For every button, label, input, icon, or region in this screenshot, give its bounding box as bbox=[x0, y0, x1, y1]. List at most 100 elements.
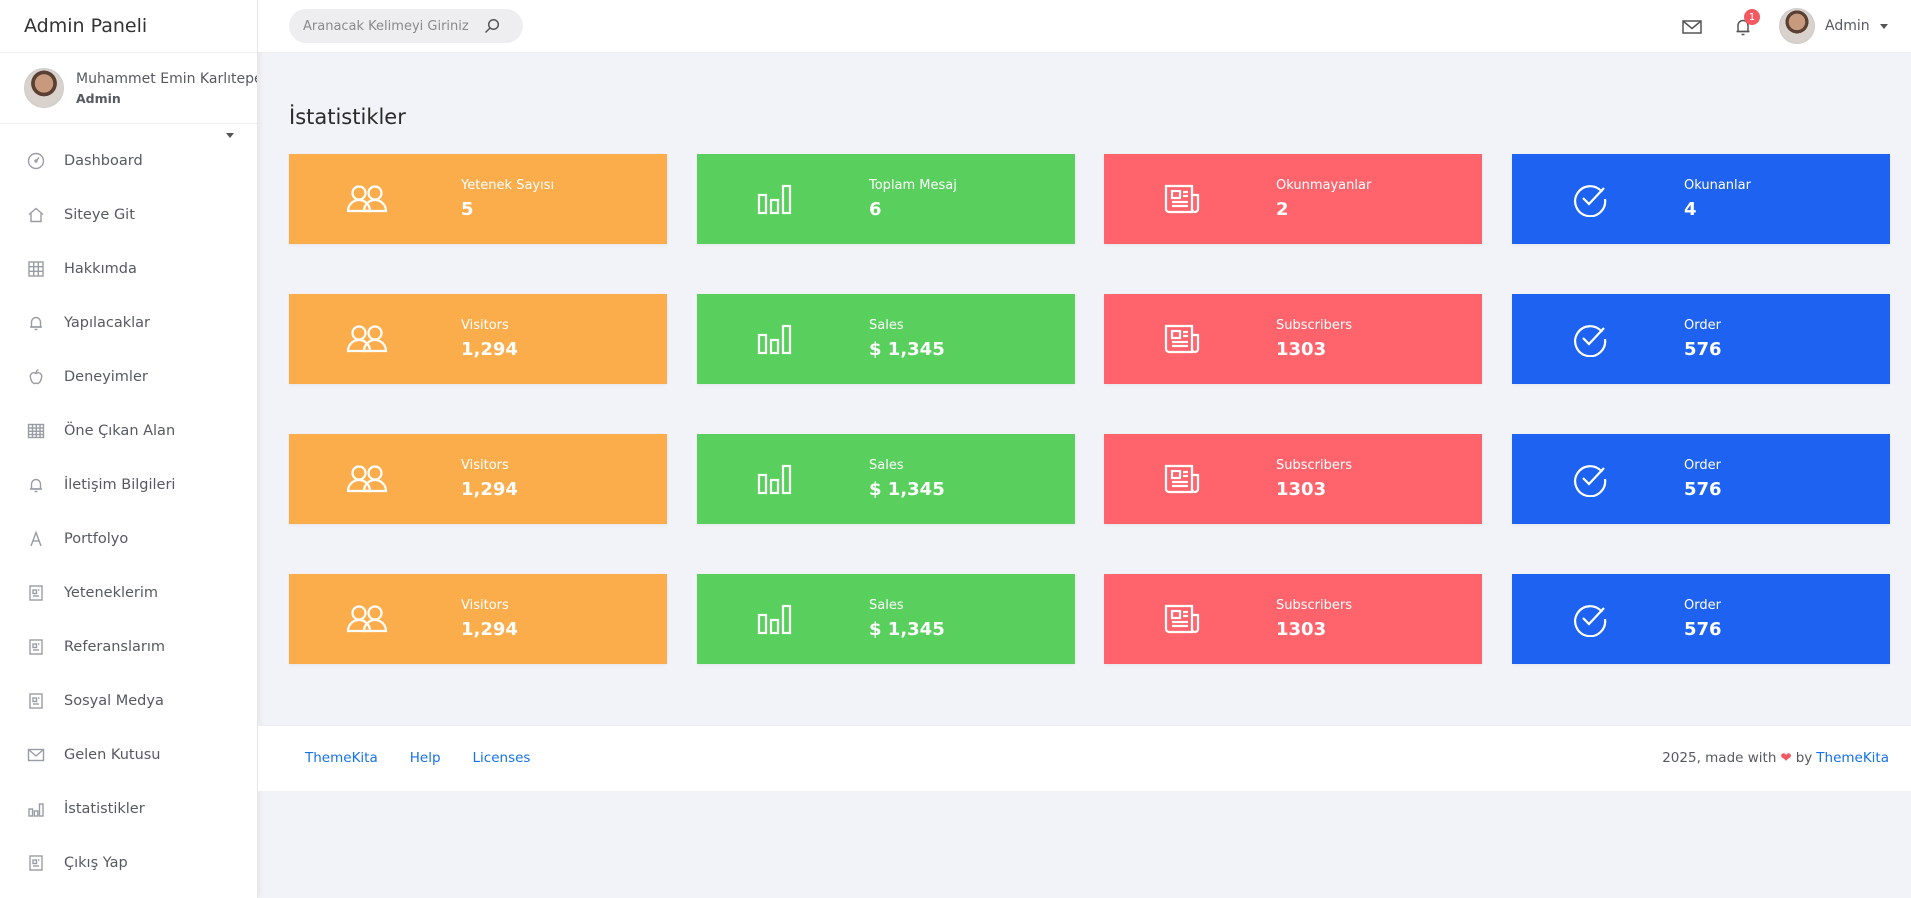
notification-badge: 1 bbox=[1744, 9, 1760, 25]
stat-value: 6 bbox=[869, 199, 882, 220]
stat-label: Yetenek Sayısı bbox=[461, 178, 555, 193]
stat-card: Visitors 1,294 bbox=[289, 574, 667, 664]
user-menu[interactable]: Admin bbox=[1779, 8, 1888, 44]
stat-label: Order bbox=[1684, 598, 1721, 613]
stat-label: Sales bbox=[869, 458, 904, 473]
stat-value: 1,294 bbox=[461, 619, 518, 640]
heart-icon: ❤ bbox=[1780, 750, 1792, 766]
sidebar-item-istatistikler[interactable]: İstatistikler bbox=[0, 782, 257, 836]
bar-chart-icon bbox=[754, 179, 796, 219]
document-icon bbox=[27, 638, 45, 656]
stat-label: Subscribers bbox=[1276, 318, 1352, 333]
stat-card: Visitors 1,294 bbox=[289, 434, 667, 524]
sidebar-item-one-cikan-alan[interactable]: Öne Çıkan Alan bbox=[0, 404, 257, 458]
bar-chart-icon bbox=[27, 800, 45, 818]
sidebar-item-label: Dashboard bbox=[64, 153, 143, 169]
sidebar-item-iletisim-bilgileri[interactable]: İletişim Bilgileri bbox=[0, 458, 257, 512]
footer-link-help[interactable]: Help bbox=[409, 750, 441, 766]
stat-label: Sales bbox=[869, 318, 904, 333]
stat-value: 1303 bbox=[1276, 339, 1327, 360]
speedometer-icon bbox=[27, 152, 45, 170]
brand-title[interactable]: Admin Paneli bbox=[0, 0, 257, 53]
sidebar-item-label: Çıkış Yap bbox=[64, 855, 128, 871]
stat-value: 1,294 bbox=[461, 479, 518, 500]
bar-chart-icon bbox=[754, 459, 796, 499]
sidebar-item-label: Yapılacaklar bbox=[64, 315, 151, 331]
page-title: İstatistikler bbox=[289, 105, 406, 129]
stat-card: Order 576 bbox=[1512, 574, 1890, 664]
envelope-icon bbox=[27, 746, 45, 764]
sidebar-item-yeteneklerim[interactable]: Yeteneklerim bbox=[0, 566, 257, 620]
sidebar-item-siteye-git[interactable]: Siteye Git bbox=[0, 188, 257, 242]
sidebar-item-label: Gelen Kutusu bbox=[64, 747, 161, 763]
users-icon bbox=[346, 599, 388, 639]
check-circle-icon bbox=[1569, 599, 1611, 639]
newspaper-icon bbox=[1161, 319, 1203, 359]
notification-bell[interactable]: 1 bbox=[1732, 9, 1760, 38]
sidebar-user-role: Admin bbox=[76, 90, 121, 106]
footer-copy-link[interactable]: ThemeKita bbox=[1816, 750, 1889, 766]
stat-label: Toplam Mesaj bbox=[869, 178, 957, 193]
sidebar-item-dashboard[interactable]: Dashboard bbox=[0, 134, 257, 188]
stat-label: Subscribers bbox=[1276, 598, 1352, 613]
sidebar-item-label: Yeteneklerim bbox=[64, 585, 159, 601]
sidebar-item-deneyimler[interactable]: Deneyimler bbox=[0, 350, 257, 404]
stat-card: Sales $ 1,345 bbox=[697, 434, 1075, 524]
sidebar-item-sosyal-medya[interactable]: Sosyal Medya bbox=[0, 674, 257, 728]
newspaper-icon bbox=[1161, 179, 1203, 219]
stat-card: Subscribers 1303 bbox=[1104, 574, 1482, 664]
footer-copy-by: by bbox=[1795, 750, 1813, 766]
users-icon bbox=[346, 319, 388, 359]
sidebar-item-yapilacaklar[interactable]: Yapılacaklar bbox=[0, 296, 257, 350]
search-input[interactable] bbox=[289, 18, 479, 34]
sidebar-item-gelen-kutusu[interactable]: Gelen Kutusu bbox=[0, 728, 257, 782]
stat-value: 576 bbox=[1684, 479, 1722, 500]
sidebar-item-hakkimda[interactable]: Hakkımda bbox=[0, 242, 257, 296]
stat-label: Okunanlar bbox=[1684, 178, 1751, 193]
newspaper-icon bbox=[1161, 599, 1203, 639]
chevron-down-icon bbox=[1879, 23, 1888, 29]
sidebar-item-referanslarim[interactable]: Referanslarım bbox=[0, 620, 257, 674]
stat-value: $ 1,345 bbox=[869, 619, 945, 640]
bell-icon bbox=[27, 314, 45, 332]
search-icon[interactable] bbox=[481, 15, 503, 37]
footer-link-themekita[interactable]: ThemeKita bbox=[305, 750, 378, 766]
stat-card: Okunmayanlar 2 bbox=[1104, 154, 1482, 244]
table-icon bbox=[27, 422, 45, 440]
users-icon bbox=[346, 179, 388, 219]
chevron-down-icon[interactable] bbox=[226, 133, 234, 138]
stat-label: Okunmayanlar bbox=[1276, 178, 1372, 193]
sidebar-item-label: İletişim Bilgileri bbox=[64, 477, 176, 493]
footer-copy-text: 2025, made with bbox=[1662, 750, 1777, 766]
sidebar-item-cikis-yap[interactable]: Çıkış Yap bbox=[0, 836, 257, 890]
sidebar-nav: Dashboard Siteye Git Hakkımda Yapılacakl… bbox=[0, 124, 257, 890]
stat-card: Subscribers 1303 bbox=[1104, 294, 1482, 384]
stat-value: 576 bbox=[1684, 619, 1722, 640]
stat-value: 5 bbox=[461, 199, 474, 220]
footer-link-licenses[interactable]: Licenses bbox=[472, 750, 531, 766]
stat-value: 576 bbox=[1684, 339, 1722, 360]
sidebar-item-label: Deneyimler bbox=[64, 369, 148, 385]
avatar bbox=[24, 68, 64, 108]
stat-card: Sales $ 1,345 bbox=[697, 574, 1075, 664]
stat-value: 1,294 bbox=[461, 339, 518, 360]
sidebar-item-label: Portfolyo bbox=[64, 531, 129, 547]
stat-label: Visitors bbox=[461, 598, 509, 613]
document-icon bbox=[27, 584, 45, 602]
bell-icon bbox=[1736, 19, 1750, 36]
envelope-icon[interactable] bbox=[1681, 16, 1703, 38]
search-box bbox=[289, 9, 523, 43]
sidebar-item-portfolyo[interactable]: Portfolyo bbox=[0, 512, 257, 566]
sidebar-user-panel[interactable]: Muhammet Emin Karlıtepe Admin bbox=[0, 53, 257, 138]
sidebar-item-label: Siteye Git bbox=[64, 207, 135, 223]
stat-value: 2 bbox=[1276, 199, 1289, 220]
stat-card: Yetenek Sayısı 5 bbox=[289, 154, 667, 244]
sidebar: Admin Paneli Muhammet Emin Karlıtepe Adm… bbox=[0, 0, 258, 898]
stat-card: Subscribers 1303 bbox=[1104, 434, 1482, 524]
stat-value: $ 1,345 bbox=[869, 479, 945, 500]
stat-card: Toplam Mesaj 6 bbox=[697, 154, 1075, 244]
sidebar-item-label: Sosyal Medya bbox=[64, 693, 164, 709]
footer-copyright: 2025, made with ❤ by ThemeKita bbox=[1662, 750, 1889, 766]
users-icon bbox=[346, 459, 388, 499]
stat-label: Visitors bbox=[461, 458, 509, 473]
